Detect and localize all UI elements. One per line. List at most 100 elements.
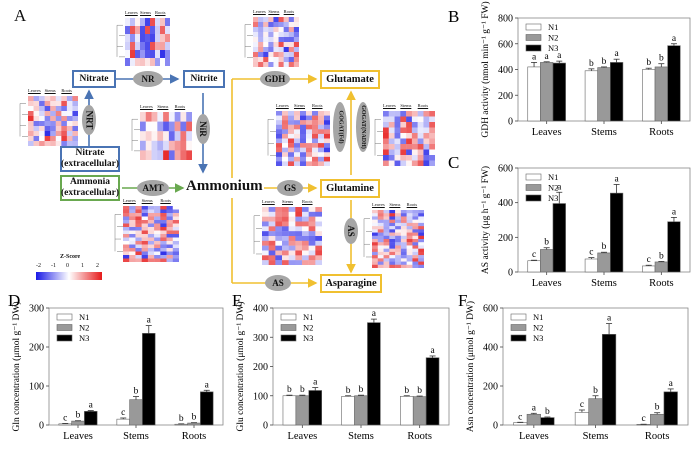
heatmap-cell [288,62,295,67]
heatmap-cell [165,26,170,35]
heatmap-cell [55,131,62,137]
heatmap-cell [395,210,402,214]
heatmap-cell [294,156,301,162]
heatmap-cell [418,255,424,259]
heatmap-cell [383,226,390,230]
heatmap-cell [389,213,396,217]
heatmap-cell [312,120,319,125]
heatmap-cell [140,140,146,151]
legend-label: N1 [79,312,89,322]
y-tick-label: 200 [29,343,44,354]
heatmap-cell [262,211,269,217]
heatmap-cell [160,258,167,262]
heatmap-cell [423,149,430,156]
significance-letter: a [532,52,537,62]
heatmap-cell [294,133,301,139]
heatmap-cell [388,127,395,134]
zscore-tick: 2 [96,263,99,269]
heatmap-cell [308,226,316,232]
heatmap-cell [135,220,142,224]
heatmap-cell [258,17,264,23]
heatmap-cell [151,150,158,160]
heatmap-cell [135,241,142,245]
zscore-tick: 1 [81,263,84,269]
bar-n2 [71,420,85,426]
heatmap-cell [411,111,418,117]
heatmap-cell [288,240,296,246]
bar-n1 [527,66,541,122]
heatmap-header: Roots [302,199,313,204]
heatmap-cell [372,239,378,243]
heatmap-cell [147,230,155,235]
heatmap-cell [268,42,274,48]
heatmap-cell [163,140,170,151]
heatmap-cell [129,223,136,228]
heatmap-cell [412,213,419,217]
heatmap-cell [166,255,173,259]
heatmap-cell [275,255,283,261]
heatmap-cell [411,149,418,156]
heatmap-cell [318,120,325,125]
heatmap-cell [263,32,269,38]
heatmap-cell [400,213,407,217]
heatmap-cell [123,220,130,224]
heatmap-header: Leaves [28,88,41,93]
enzyme-gogat-nadh: GOGAT(NADH) [356,102,370,152]
bar-n3 [425,357,440,426]
heatmap-cell [275,221,283,227]
heatmap-cell [44,136,51,142]
heatmap-cell [318,129,325,135]
heatmap-cell [39,116,45,122]
legend-label: N3 [548,193,558,203]
heatmap-cell [160,251,167,256]
heatmap-cell [315,255,322,261]
heatmap-cell [61,96,68,102]
legend-label: N1 [303,312,313,322]
y-tick-label: 200 [253,362,268,373]
heatmap-cell [66,121,73,127]
heatmap-cell [383,122,389,128]
heatmap-cell [395,264,402,268]
heatmap-cell [129,241,136,245]
heatmap-cell [168,131,175,141]
heatmap-cell [411,155,418,161]
heatmap-cell [417,160,424,166]
heatmap-cell [262,216,269,222]
heatmap-cell [61,101,68,107]
heatmap-cell [123,227,130,231]
heatmap-cell [147,234,155,238]
bar-n1 [513,422,528,426]
heatmap-cell [154,230,161,235]
heatmap-cell [300,152,307,158]
heatmap-cell [293,52,299,58]
heatmap-cell [160,18,166,27]
heatmap-cell [429,160,435,166]
heatmap-cell [172,234,179,238]
heatmap-cell [278,57,284,63]
heatmap-cell [411,160,418,166]
heatmap-cell [418,258,424,262]
heatmap-cell [263,27,269,33]
heatmap-cell [312,147,319,153]
heatmap-cell [429,149,435,156]
heatmap-cell [135,26,141,35]
heatmap-cell [377,213,384,217]
legend-swatch-n3 [525,194,542,202]
heatmap-cell [172,248,179,252]
heatmap-cell [151,121,158,132]
significance-letter: b [76,411,81,421]
heatmap-cell [50,126,56,132]
heatmap-cell [268,240,276,246]
heatmap-cell [276,133,283,139]
y-tick-label: 300 [29,304,44,315]
y-axis-label: Asn concentration (μmol g⁻¹ DW) [465,301,476,432]
heatmap-cell [278,32,284,38]
x-tick-label: Leaves [287,431,317,442]
heatmap-cell [318,115,325,121]
heatmap-cell [157,112,164,122]
heatmap-cell [135,258,142,262]
heatmap-cell [135,223,142,228]
heatmap-cell [295,221,303,227]
heatmap-cell [377,222,384,227]
heatmap-cell [294,138,301,144]
